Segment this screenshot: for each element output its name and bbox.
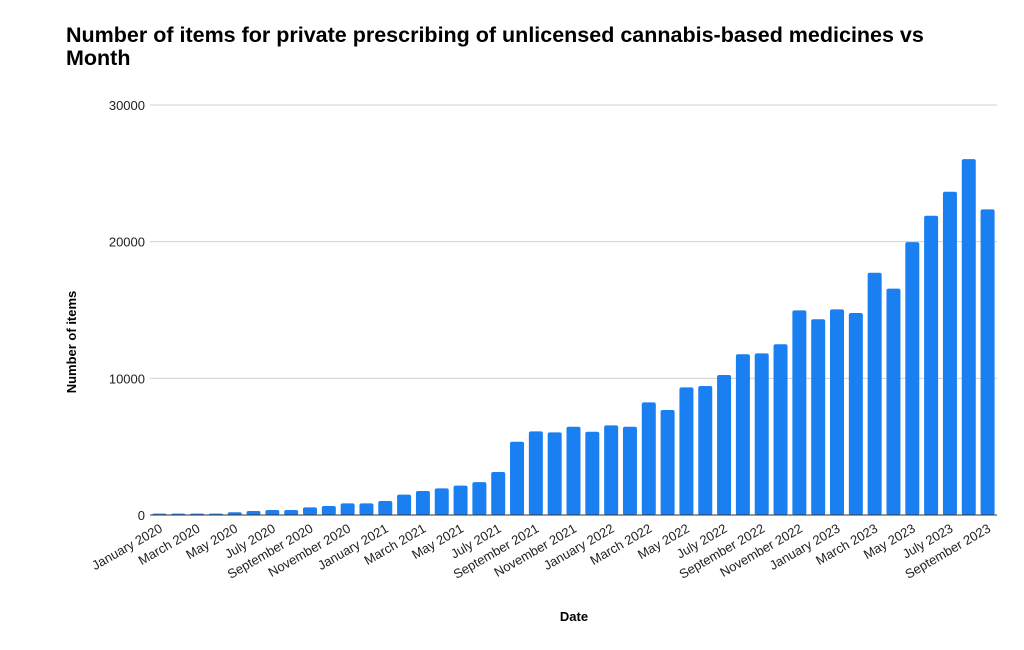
bar-november-2022 bbox=[792, 310, 807, 515]
bar-november-2020 bbox=[340, 503, 355, 515]
bar-april-2022 bbox=[660, 410, 675, 515]
y-axis-title: Number of items bbox=[64, 291, 79, 394]
bar-may-2021 bbox=[453, 485, 468, 515]
bar-august-2023 bbox=[961, 159, 976, 515]
bar-april-2023 bbox=[886, 288, 901, 515]
bar-november-2021 bbox=[566, 426, 581, 515]
bar-july-2020 bbox=[265, 509, 280, 515]
bar-october-2020 bbox=[321, 505, 336, 515]
bar-february-2023 bbox=[848, 313, 863, 515]
bar-august-2020 bbox=[284, 509, 299, 515]
bar-july-2023 bbox=[942, 191, 957, 516]
bar-december-2020 bbox=[359, 503, 374, 515]
bar-september-2021 bbox=[528, 431, 543, 515]
y-tick-label: 0 bbox=[138, 508, 145, 523]
bar-september-2023 bbox=[980, 209, 995, 515]
y-tick-label: 30000 bbox=[109, 98, 145, 113]
y-tick-label: 10000 bbox=[109, 371, 145, 386]
bar-june-2022 bbox=[698, 385, 713, 515]
bar-december-2021 bbox=[585, 431, 600, 515]
bar-january-2023 bbox=[830, 309, 845, 515]
bar-may-2022 bbox=[679, 387, 694, 515]
bar-june-2020 bbox=[246, 511, 261, 515]
bar-september-2020 bbox=[302, 507, 317, 515]
bar-january-2022 bbox=[604, 425, 619, 515]
y-tick-label: 20000 bbox=[109, 235, 145, 250]
bar-june-2021 bbox=[472, 482, 487, 515]
bar-february-2022 bbox=[622, 426, 637, 515]
bar-may-2020 bbox=[227, 512, 242, 515]
bar-december-2022 bbox=[811, 319, 826, 515]
bar-february-2021 bbox=[397, 494, 412, 515]
bar-september-2022 bbox=[754, 353, 769, 515]
bar-march-2021 bbox=[415, 490, 430, 515]
chart-title: Number of items for private prescribing … bbox=[66, 23, 924, 70]
x-axis-title: Date bbox=[560, 609, 588, 624]
bar-may-2023 bbox=[905, 242, 920, 515]
bar-march-2023 bbox=[867, 272, 882, 515]
bar-october-2021 bbox=[547, 432, 562, 515]
bar-august-2021 bbox=[510, 441, 525, 515]
bar-august-2022 bbox=[735, 354, 750, 515]
bar-march-2022 bbox=[641, 402, 656, 515]
bar-june-2023 bbox=[924, 215, 939, 515]
bar-january-2021 bbox=[378, 501, 393, 515]
bar-october-2022 bbox=[773, 344, 788, 515]
bar-april-2021 bbox=[434, 488, 449, 515]
bar-july-2022 bbox=[717, 375, 732, 515]
bar-july-2021 bbox=[491, 471, 506, 515]
